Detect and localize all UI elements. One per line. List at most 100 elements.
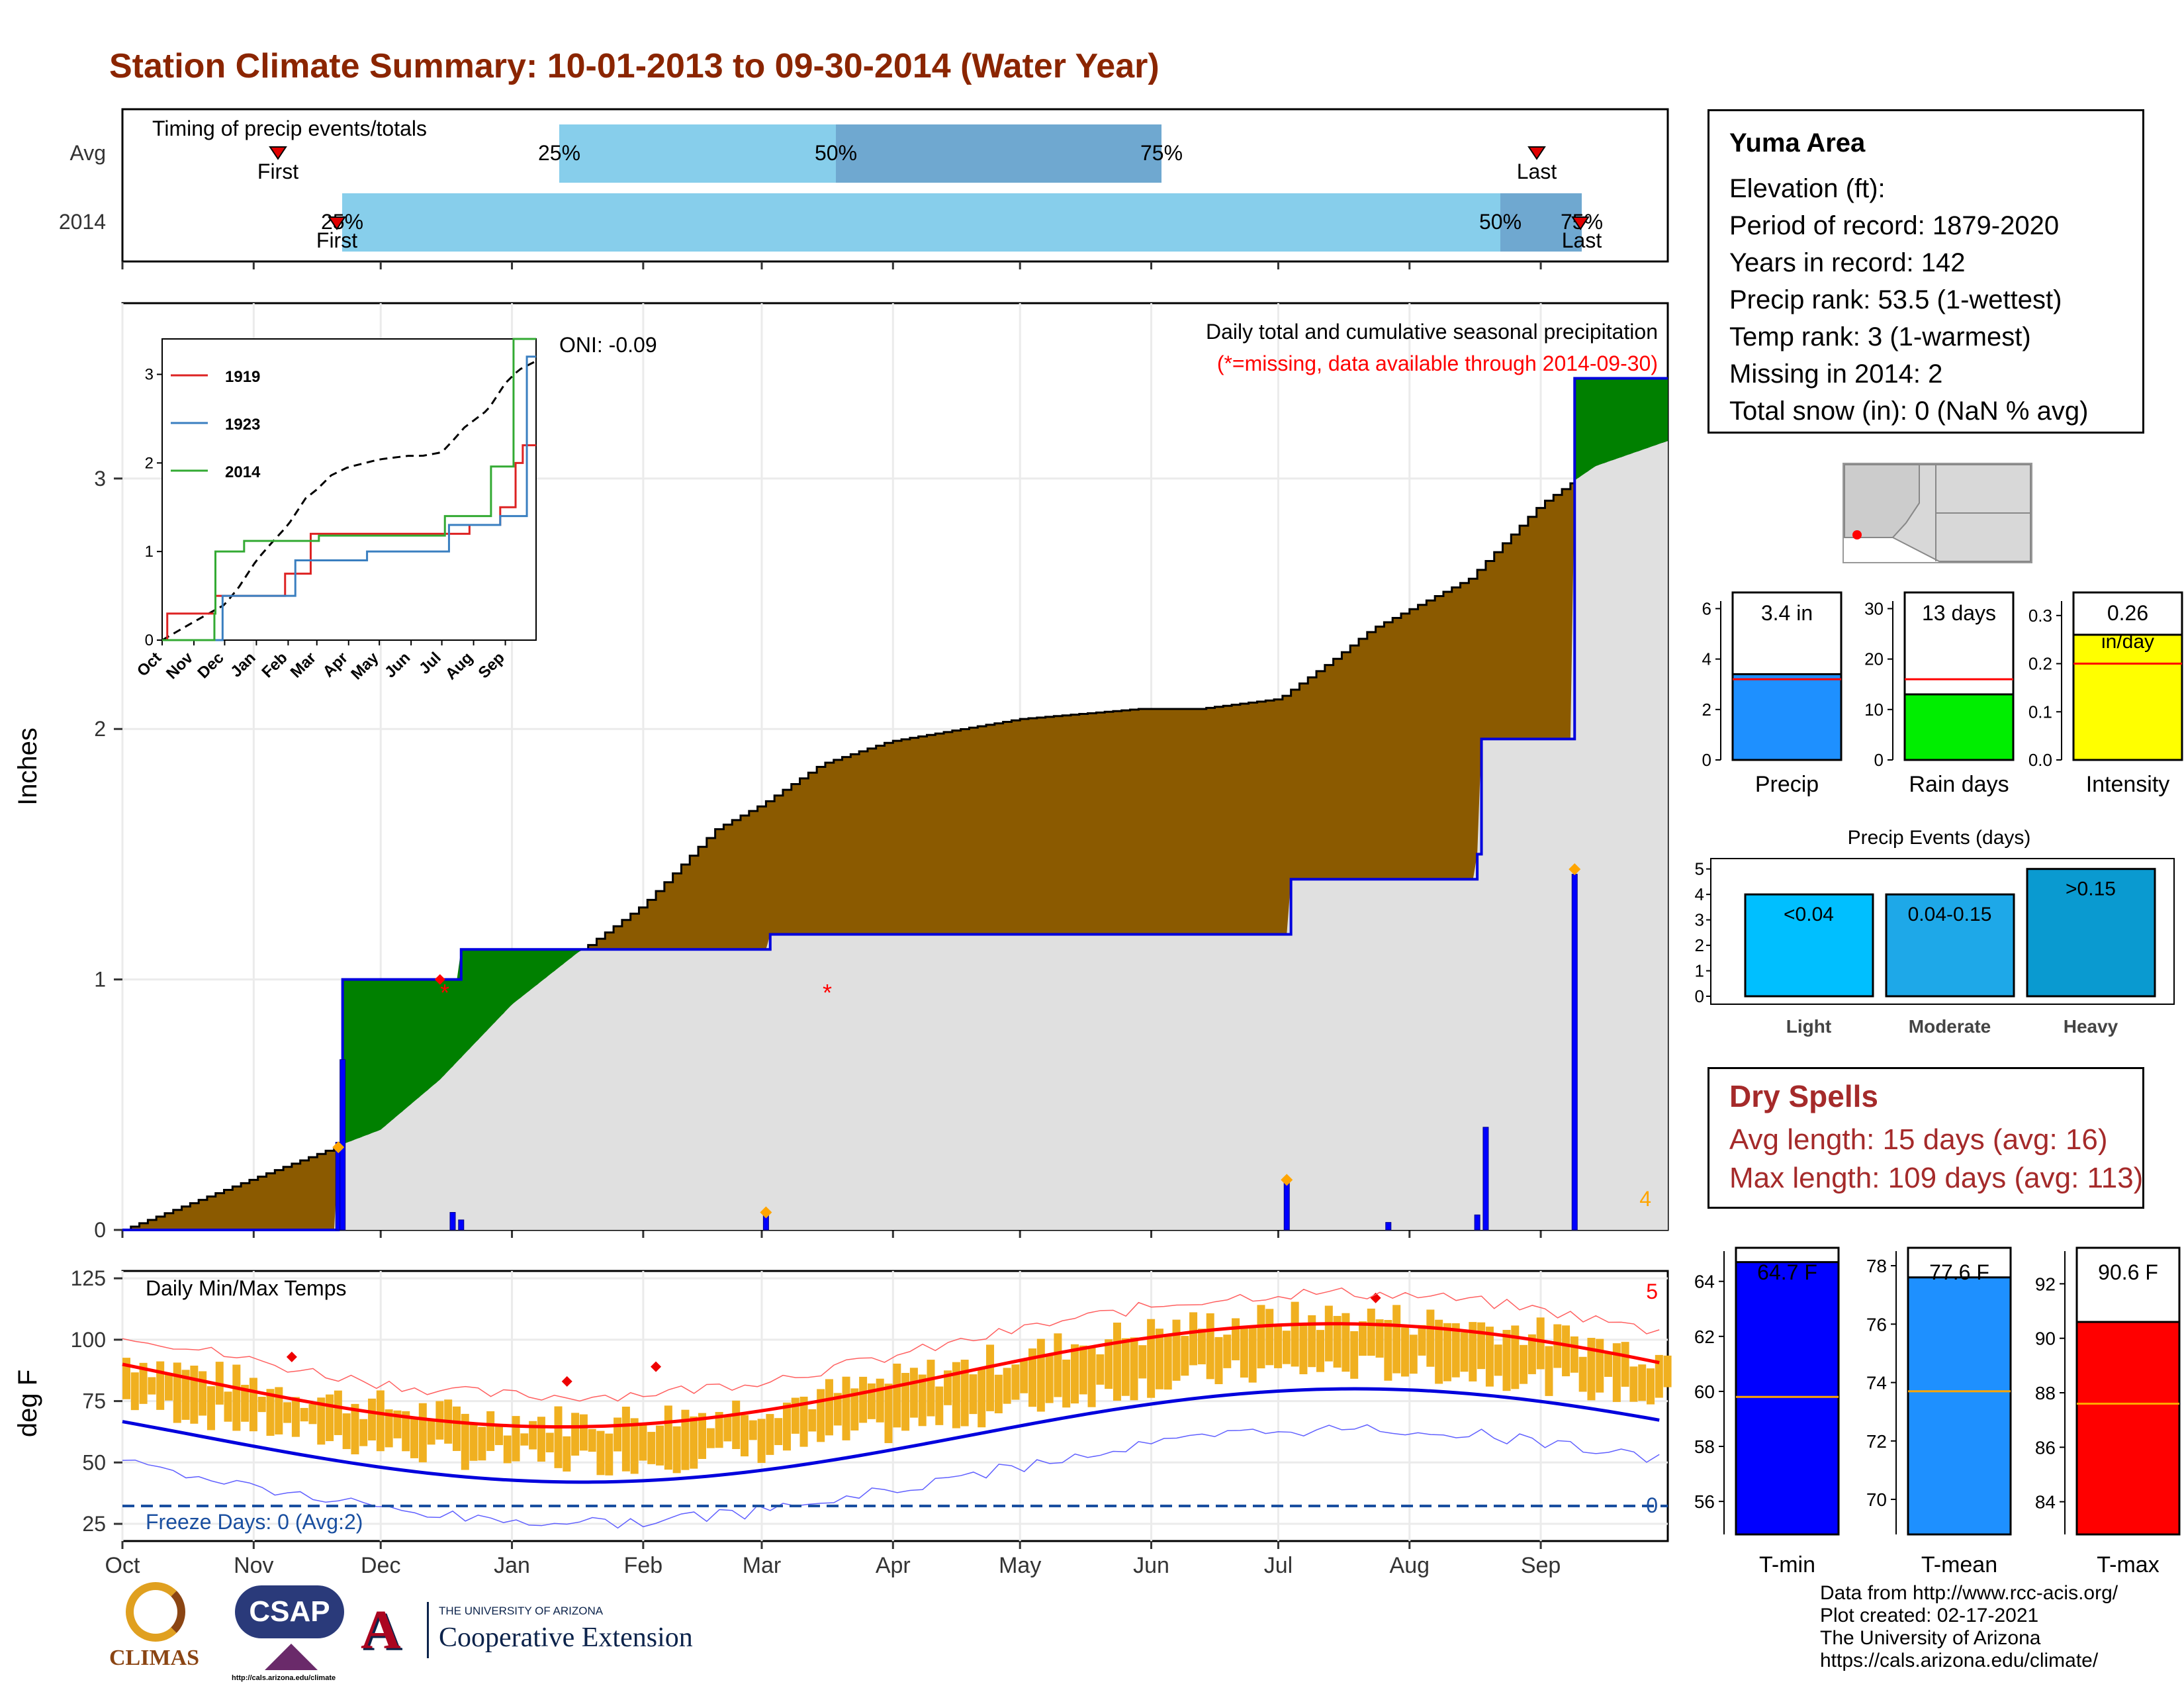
- daily-temp-range-bar: [1105, 1339, 1113, 1389]
- precip-note: (*=missing, data available through 2014-…: [1217, 352, 1658, 375]
- daily-temp-range-bar: [1333, 1315, 1342, 1368]
- tmin-ytick-label: 56: [1694, 1491, 1715, 1512]
- daily-precip-bar: [1385, 1222, 1392, 1231]
- daily-temp-range-bar: [1409, 1335, 1418, 1374]
- daily-temp-range-bar: [867, 1383, 876, 1419]
- daily-temp-range-bar: [563, 1436, 571, 1472]
- daily-temp-range-bar: [1400, 1327, 1409, 1377]
- intensity-mini-ytick-label: 0.1: [2028, 702, 2052, 722]
- intensity-mini-unit-label: in/day: [2101, 631, 2154, 653]
- inset-legend-2014: 2014: [225, 463, 261, 481]
- daily-temp-range-bar: [190, 1366, 199, 1424]
- tmax-ytick-label: 88: [2035, 1383, 2056, 1403]
- daily-temp-range-bar: [452, 1406, 461, 1451]
- temp-ylabel: deg F: [13, 1370, 42, 1437]
- daily-temp-range-bar: [148, 1377, 156, 1395]
- record-high-marker: [561, 1376, 572, 1387]
- daily-temp-range-bar: [614, 1417, 622, 1452]
- precip-mini-ytick-label: 2: [1702, 700, 1711, 720]
- inset-1923-line: [162, 355, 536, 641]
- temperature-bar-panels: 56 58 60 62 64 64.7 F T-min 70 72 74 76 78 77.6 F T-m…: [1694, 1246, 2181, 1577]
- tmean-ytick-label: 78: [1866, 1256, 1887, 1276]
- daily-precip-bar: [458, 1219, 465, 1231]
- daily-temp-range-bar: [698, 1413, 707, 1460]
- temp-ytick-label: 50: [82, 1450, 106, 1474]
- daily-temp-range-bar: [427, 1420, 435, 1445]
- precip-header: Daily total and cumulative seasonal prec…: [1206, 320, 1658, 344]
- month-tick-label: Dec: [361, 1553, 400, 1578]
- tmin-record-line: [122, 1424, 1660, 1529]
- daily-temp-range-bar: [978, 1368, 986, 1428]
- daily-temp-range-bar: [876, 1378, 884, 1423]
- tmean-ytick-label: 72: [1866, 1431, 1887, 1452]
- daily-temp-range-bar: [1011, 1364, 1020, 1400]
- events-ytick-label: 3: [1695, 910, 1704, 930]
- daily-temp-range-bar: [1604, 1352, 1613, 1377]
- page-title: Station Climate Summary: 10-01-2013 to 0…: [109, 47, 1160, 85]
- daily-temp-range-bar: [1308, 1315, 1316, 1368]
- dry-spells-box: Dry Spells Avg length: 15 days (avg: 16)…: [1707, 1067, 2144, 1209]
- daily-temp-range-bar: [461, 1413, 469, 1470]
- events-ytick-label: 4: [1695, 884, 1704, 904]
- temp-header: Daily Min/Max Temps: [146, 1276, 346, 1300]
- daily-temp-range-bar: [571, 1413, 580, 1456]
- cumulative-2014-area: [122, 441, 1668, 1230]
- daily-temp-range-bar: [952, 1362, 960, 1429]
- inset-ytick-label: 1: [145, 543, 154, 561]
- avg-first-label: First: [257, 160, 298, 183]
- timing-panel: Timing of precip events/totals Avg 2014 …: [59, 108, 1669, 269]
- intensity-mini-bar: [2072, 633, 2183, 761]
- event-marker: [332, 1141, 345, 1154]
- station-elevation: Elevation (ft):: [1729, 174, 1886, 203]
- daily-temp-range-bar: [579, 1414, 588, 1451]
- daily-precip-bar: [1482, 1127, 1489, 1231]
- daily-temp-range-bar: [130, 1372, 139, 1411]
- daily-temp-range-bar: [1587, 1338, 1596, 1401]
- missing-marker-2: *: [823, 979, 832, 1006]
- daily-precip-bar: [449, 1212, 456, 1231]
- daily-temp-range-bar: [342, 1413, 351, 1450]
- events-bar: [1744, 893, 1874, 998]
- daily-temp-range-bar: [799, 1396, 808, 1447]
- daily-temp-range-bar: [681, 1409, 690, 1470]
- daily-temp-range-bar: [605, 1433, 614, 1476]
- daily-temp-range-bar: [478, 1427, 486, 1461]
- daily-temp-range-bar: [1375, 1319, 1384, 1358]
- intensity-mini-ytick-label: 0.2: [2028, 654, 2052, 674]
- daily-temp-range-bar: [749, 1420, 757, 1440]
- daily-temp-range-bar: [944, 1370, 952, 1405]
- daily-temp-range-bar: [1232, 1318, 1240, 1360]
- daily-temp-range-bar: [385, 1409, 393, 1448]
- events-ytick-label: 5: [1695, 859, 1704, 879]
- tmin-bar: [1735, 1261, 1840, 1536]
- daily-temp-range-bar: [1629, 1366, 1638, 1402]
- events-bar: [2026, 868, 2156, 998]
- daily-temp-range-bar: [1520, 1344, 1528, 1384]
- precip-ytick-label: 1: [94, 968, 106, 992]
- daily-temp-range-bar: [359, 1419, 368, 1446]
- daily-temp-range-bar: [1282, 1331, 1291, 1364]
- timing-header: Timing of precip events/totals: [152, 117, 427, 140]
- daily-temp-range-bar: [808, 1409, 817, 1432]
- station-name: Yuma Area: [1729, 128, 1866, 158]
- temp-ytick-label: 25: [82, 1512, 106, 1536]
- daily-temp-range-bar: [206, 1386, 215, 1430]
- tmean-ytick-label: 76: [1866, 1314, 1887, 1335]
- precip-ytick-label: 0: [94, 1218, 106, 1242]
- daily-temp-range-bar: [1612, 1343, 1621, 1402]
- daily-temp-range-bar: [1181, 1336, 1189, 1376]
- month-tick-label: Oct: [105, 1553, 140, 1578]
- daily-temp-range-bar: [334, 1390, 342, 1435]
- event-marker: [1569, 863, 1581, 876]
- tmean-ytick-label: 70: [1866, 1489, 1887, 1510]
- daily-temp-range-bar: [181, 1370, 190, 1420]
- intensity-mini-ytick-label: 0.3: [2028, 606, 2052, 626]
- events-ytick-label: 0: [1695, 986, 1704, 1006]
- daily-temp-range-bar: [554, 1406, 563, 1468]
- daily-temp-range-bar: [1621, 1342, 1629, 1387]
- daily-temp-range-bar: [859, 1376, 868, 1423]
- daily-temp-range-bar: [1291, 1301, 1299, 1367]
- avg-last-label: Last: [1517, 160, 1557, 183]
- daily-temp-range-bar: [1248, 1326, 1257, 1383]
- daily-temp-range-bar: [1469, 1322, 1477, 1382]
